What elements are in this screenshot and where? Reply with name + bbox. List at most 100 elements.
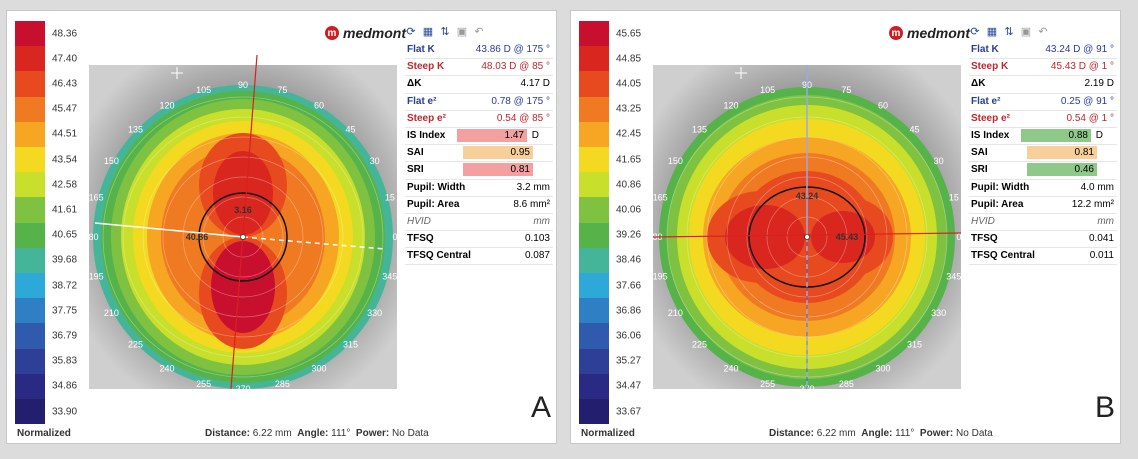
metric-key: Flat K <box>971 44 999 55</box>
pupil-outline <box>198 192 288 282</box>
metric-row: SRI 0.46 <box>969 162 1117 180</box>
brand-logo: m medmont <box>889 25 970 41</box>
scale-label: 36.86 <box>616 305 642 317</box>
scale-label: 35.27 <box>616 355 642 367</box>
angle-label: 330 <box>931 308 946 318</box>
metric-row: Pupil: Width 3.2 mm <box>405 180 553 197</box>
metric-row: Pupil: Area 8.6 mm² <box>405 197 553 214</box>
scale-label: 45.47 <box>52 103 78 115</box>
scale-label: 48.36 <box>52 28 78 40</box>
metric-key: IS Index <box>407 129 446 141</box>
metric-value: 48.03 D @ 85 ° <box>481 61 550 73</box>
scale-swatch <box>15 373 45 399</box>
metric-value: 0.103 <box>524 233 550 245</box>
scale-label: 39.68 <box>52 254 78 266</box>
undo-icon[interactable]: ↶ <box>1038 26 1048 38</box>
metric-row: ΔK 2.19 D <box>969 76 1117 94</box>
metric-value: 43.24 D @ 91 ° <box>1045 44 1114 55</box>
metric-row: ΔK 4.17 D <box>405 76 553 94</box>
panel-b: 45.65 44.85 44.05 43.25 42.45 41.65 40.86 40.06… <box>570 10 1121 444</box>
center-marker <box>804 234 810 240</box>
angle-label: 60 <box>314 100 324 110</box>
scale-label: 43.25 <box>616 103 642 115</box>
metric-row: SRI 0.81 <box>405 162 553 180</box>
guide-ring <box>102 96 384 378</box>
toolbar: ⟳ ▦ ⇅ ▣ ↶ <box>405 25 485 38</box>
calendar-icon[interactable]: ▦ <box>986 26 998 38</box>
angle-label: 225 <box>128 339 143 349</box>
metric-key: Steep e² <box>971 112 1010 124</box>
scale-label: 40.65 <box>52 229 78 241</box>
metric-value: 8.6 mm² <box>513 198 550 210</box>
scale-label: 42.45 <box>616 128 642 140</box>
scale-mode-label: Normalized <box>581 428 635 439</box>
scale-swatch <box>15 399 45 425</box>
scale-label: 38.46 <box>616 254 642 266</box>
metric-row: SAI 0.81 <box>969 145 1117 163</box>
metric-key: Steep K <box>971 61 1009 73</box>
metric-value: 0.041 <box>1088 233 1114 245</box>
metric-value: 0.88 <box>1021 128 1091 142</box>
status-bar: Distance: 6.22 mm Angle: 111° Power: No … <box>205 428 429 439</box>
save-icon[interactable]: ▣ <box>456 26 468 38</box>
undo-icon[interactable]: ↶ <box>474 26 484 38</box>
metric-key: Pupil: Width <box>971 181 1030 193</box>
metric-key: TFSQ Central <box>971 250 1035 262</box>
scale-swatch <box>579 323 609 349</box>
angle-label: 210 <box>104 308 119 318</box>
scale-swatch <box>579 298 609 324</box>
guide-ring <box>202 196 284 278</box>
calendar-icon[interactable]: ▦ <box>422 26 434 38</box>
center-marker <box>240 234 246 240</box>
sort-icon[interactable]: ⇅ <box>440 26 450 38</box>
angle-label: 135 <box>128 125 143 135</box>
scale-swatch <box>579 147 609 173</box>
metric-row: HVID mm <box>405 214 553 232</box>
angle-label: 0 <box>956 232 961 242</box>
sort-icon[interactable]: ⇅ <box>1004 26 1014 38</box>
angle-label: 15 <box>949 193 959 203</box>
angle-label: 150 <box>668 156 683 166</box>
metric-value: 0.011 <box>1089 250 1114 262</box>
metric-row: TFSQ 0.103 <box>405 231 553 249</box>
scale-label: 42.58 <box>52 179 78 191</box>
scale-swatch <box>579 96 609 122</box>
metric-key: SRI <box>407 164 424 176</box>
angle-label: 240 <box>159 364 174 374</box>
topography-map[interactable]: 9075604530150345330315300285270255240225… <box>647 25 962 394</box>
metric-key: SRI <box>971 164 988 176</box>
metric-row: TFSQ Central 0.011 <box>969 248 1117 266</box>
metric-value: 0.54 @ 85 ° <box>496 112 550 124</box>
metric-value: 12.2 mm² <box>1071 198 1114 210</box>
metric-row: Flat K 43.86 D @ 175 ° <box>405 42 553 60</box>
scale-label: 35.83 <box>52 355 78 367</box>
refresh-icon[interactable]: ⟳ <box>406 26 416 38</box>
scale-label: 37.66 <box>616 280 642 292</box>
metric-key: Pupil: Width <box>407 181 466 193</box>
scale-swatch <box>579 172 609 198</box>
metric-value: 0.95 <box>463 146 533 160</box>
scale-swatch <box>15 323 45 349</box>
brand-mark-icon: m <box>325 26 339 40</box>
scale-label: 40.86 <box>616 179 642 191</box>
angle-label: 120 <box>723 100 738 110</box>
metric-value: 45.43 D @ 1 ° <box>1050 61 1114 73</box>
brand-mark-icon: m <box>889 26 903 40</box>
angle-label: 300 <box>875 364 890 374</box>
metric-key: HVID <box>971 215 995 227</box>
metric-row: IS Index 1.47 D <box>405 128 553 146</box>
scale-label: 38.72 <box>52 280 78 292</box>
save-icon[interactable]: ▣ <box>1020 26 1032 38</box>
metric-row: Steep e² 0.54 @ 85 ° <box>405 111 553 128</box>
angle-label: 150 <box>104 156 119 166</box>
toolbar: ⟳ ▦ ⇅ ▣ ↶ <box>969 25 1049 38</box>
scale-swatch <box>15 222 45 248</box>
refresh-icon[interactable]: ⟳ <box>970 26 980 38</box>
scale-label: 46.43 <box>52 78 78 90</box>
metric-row: IS Index 0.88 D <box>969 128 1117 146</box>
scale-label: 34.47 <box>616 380 642 392</box>
flat-axis-line <box>242 236 386 250</box>
scale-label: 43.54 <box>52 154 78 166</box>
angle-label: 240 <box>723 364 738 374</box>
